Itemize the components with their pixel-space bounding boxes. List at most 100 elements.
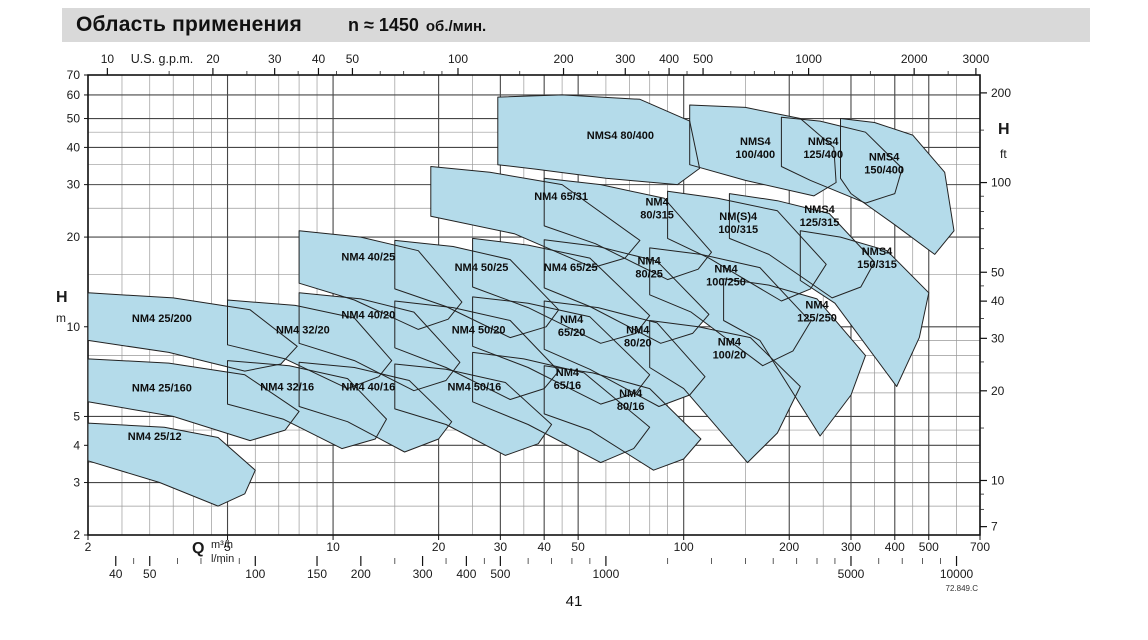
region-label-nm4-65-16: NM4 65/16 (554, 367, 582, 392)
svg-text:40: 40 (312, 52, 326, 66)
axis-right-unit: ft (1000, 147, 1007, 161)
svg-text:40: 40 (991, 294, 1005, 308)
region-label-nm4-50-20: NM4 50/20 (452, 324, 506, 336)
region-label-nm4-65-25: NM4 65/25 (544, 262, 598, 274)
region-label-nms4-125-315: NMS4 125/315 (800, 204, 840, 229)
region-label-nm4-25-12: NM4 25/12 (128, 431, 182, 443)
region-label-nm4-25-160: NM4 25/160 (132, 383, 192, 395)
svg-text:40: 40 (109, 567, 123, 581)
svg-text:150: 150 (307, 567, 327, 581)
svg-text:20: 20 (67, 230, 81, 244)
svg-text:2: 2 (85, 540, 92, 554)
svg-text:30: 30 (494, 540, 508, 554)
region-label-nm4-65-20: NM4 65/20 (558, 314, 586, 339)
axis-right-symbol: H (998, 121, 1010, 138)
pump-regions-outline (87, 94, 955, 507)
region-label-nm4-32-20: NM4 32/20 (276, 324, 330, 336)
speed-unit: об./мин. (425, 18, 487, 35)
svg-text:400: 400 (659, 52, 679, 66)
region-nm4-125-250 (723, 278, 866, 436)
region-label-nms4-125-400: NMS4 125/400 (803, 136, 843, 161)
svg-text:1000: 1000 (795, 52, 822, 66)
region-label-nm4-40-16: NM4 40/16 (341, 382, 395, 394)
region-nm4-65-31 (430, 166, 640, 268)
pump-region-labels: NM4 25/12 NM4 25/160 NM4 25/200 NM4 32/16 NM… (128, 130, 904, 443)
svg-text:300: 300 (615, 52, 635, 66)
svg-text:100: 100 (448, 52, 468, 66)
svg-text:2000: 2000 (901, 52, 928, 66)
svg-text:300: 300 (413, 567, 433, 581)
region-label-nm4-80-16: NM4 80/16 (617, 388, 645, 413)
region-label-nm4-32-16: NM4 32/16 (260, 382, 314, 394)
svg-text:100: 100 (674, 540, 694, 554)
svg-text:3000: 3000 (963, 52, 990, 66)
svg-text:100: 100 (991, 176, 1011, 190)
svg-text:400: 400 (456, 567, 476, 581)
svg-text:10: 10 (991, 474, 1005, 488)
region-nm-s-4-100-315 (667, 191, 827, 301)
page-title: Область применения (76, 13, 302, 36)
svg-text:4: 4 (73, 438, 80, 452)
svg-text:500: 500 (919, 540, 939, 554)
svg-text:500: 500 (490, 567, 510, 581)
svg-text:50: 50 (346, 52, 360, 66)
svg-text:1000: 1000 (593, 567, 620, 581)
svg-text:2: 2 (73, 528, 80, 542)
svg-text:10: 10 (101, 52, 115, 66)
svg-text:30: 30 (991, 331, 1005, 345)
svg-text:300: 300 (841, 540, 861, 554)
svg-text:10: 10 (326, 540, 340, 554)
svg-text:10000: 10000 (940, 567, 974, 581)
svg-text:50: 50 (991, 265, 1005, 279)
svg-text:60: 60 (67, 88, 81, 102)
axis-left-symbol: H (56, 289, 68, 306)
region-label-nm4-80-25: NM4 80/25 (635, 255, 663, 280)
svg-text:5: 5 (73, 409, 80, 423)
axis-right-ft: 7 10 20 30 40 50 100 200 Hft (980, 86, 1011, 534)
region-label-nm4-80-20: NM4 80/20 (624, 325, 652, 350)
axis-bottom-unit-lmin: l/min (211, 553, 234, 565)
svg-text:30: 30 (67, 178, 81, 192)
region-label-nms4-150-315: NMS4 150/315 (857, 246, 897, 271)
svg-text:100: 100 (245, 567, 265, 581)
region-nms4-80-400 (497, 94, 700, 185)
axis-bottom-lmin: 40 50 100 150 200 300 400 500 1000 5000 10000 (109, 556, 974, 581)
axis-bottom-unit-m3h: m³/h (211, 539, 233, 551)
region-label-nms4-150-400: NMS4 150/400 (864, 152, 904, 177)
axis-left-unit: m (56, 311, 66, 325)
svg-text:200: 200 (991, 86, 1011, 100)
svg-text:5000: 5000 (838, 567, 865, 581)
svg-text:7: 7 (991, 520, 998, 534)
region-nm4-80-16 (544, 365, 701, 471)
svg-text:20: 20 (432, 540, 446, 554)
speed-label: n ≈ 1450 (347, 15, 419, 35)
svg-text:20: 20 (991, 384, 1005, 398)
title-bar: Область применения n ≈ 1450 об./мин. (62, 8, 1090, 42)
svg-text:50: 50 (571, 540, 585, 554)
svg-text:5: 5 (224, 540, 231, 554)
svg-text:200: 200 (351, 567, 371, 581)
region-nm4-25-12 (88, 423, 256, 507)
region-nm4-80-20 (544, 301, 705, 407)
axis-top-unit-label: U.S. g.p.m. (131, 52, 194, 66)
svg-text:200: 200 (779, 540, 799, 554)
pump-regions-fill (88, 94, 954, 507)
axis-left-m: 2 3 4 5 10 20 30 40 50 60 70 Hm (56, 68, 88, 542)
svg-text:20: 20 (206, 52, 220, 66)
axis-bottom-m3h: 2 5 10 20 30 40 50 100 200 300 400 500 700 Q m³/h l/min (85, 535, 990, 565)
region-label-nm4-50-16: NM4 50/16 (447, 382, 501, 394)
svg-text:40: 40 (538, 540, 552, 554)
svg-text:50: 50 (67, 112, 81, 126)
svg-text:700: 700 (970, 540, 990, 554)
svg-text:40: 40 (67, 140, 81, 154)
page-number: 41 (565, 593, 583, 610)
doc-code: 72.849.C (945, 584, 978, 593)
region-label-nm4-100-20: NM4 100/20 (713, 336, 747, 361)
region-label-nm4-100-250: NM4 100/250 (706, 264, 746, 289)
region-label-nm4-80-315: NM4 80/315 (640, 197, 674, 222)
svg-text:10: 10 (67, 320, 81, 334)
region-label-nms4-100-400: NMS4 100/400 (735, 136, 775, 161)
region-label-nm4-125-250: NM4 125/250 (797, 300, 837, 325)
